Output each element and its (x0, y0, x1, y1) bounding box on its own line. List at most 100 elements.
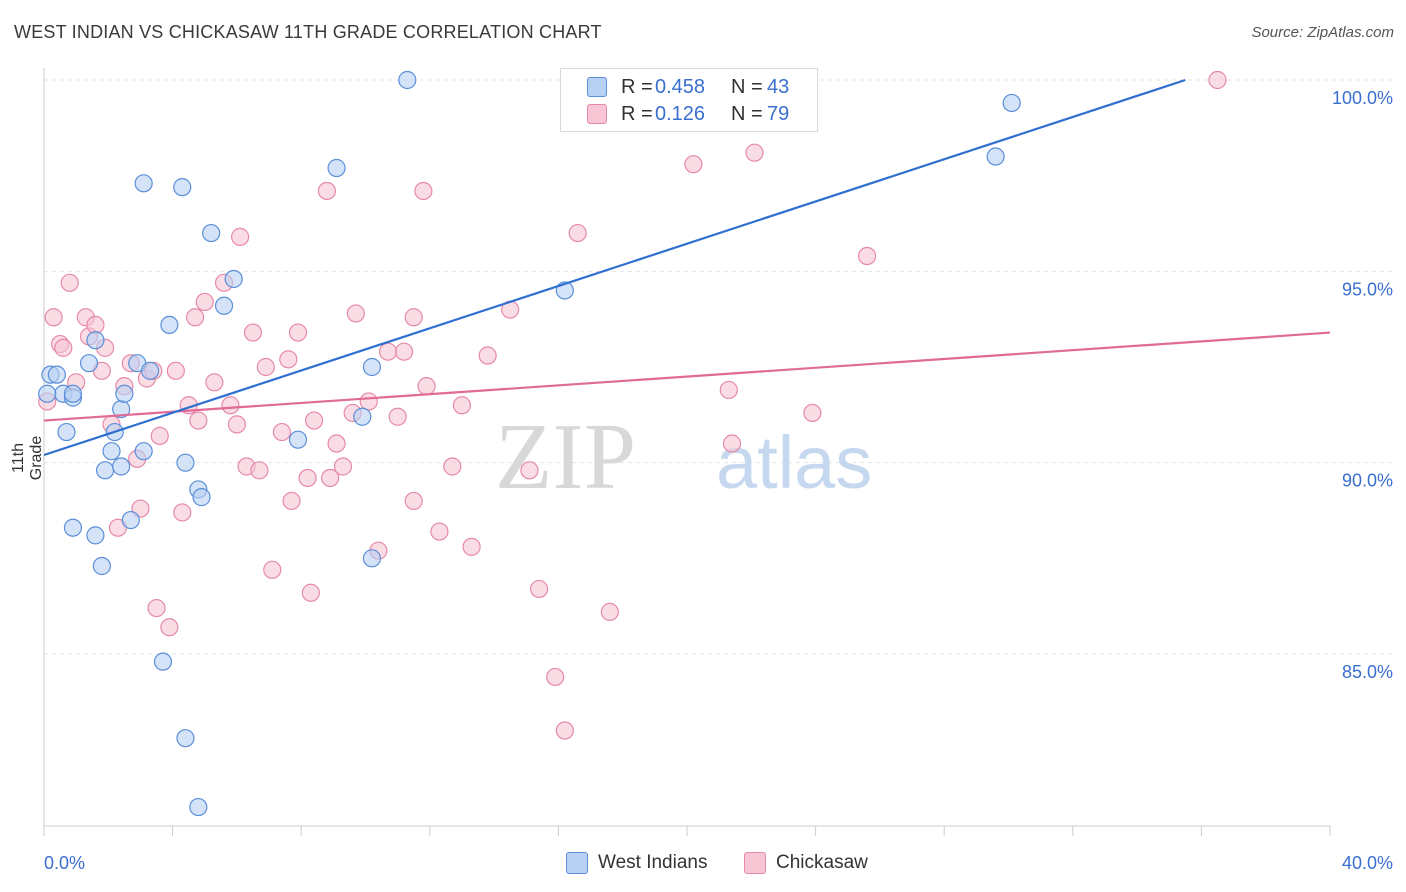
chickasaw-point (256, 357, 275, 377)
chickasaw-point (568, 223, 587, 243)
chickasaw-point (346, 304, 365, 323)
y-tick-label: 100.0% (1332, 88, 1393, 108)
chickasaw-point (520, 461, 539, 480)
chickasaw-point (745, 143, 764, 162)
chickasaw-point (857, 246, 877, 266)
y-axis-label: 11th Grade (10, 435, 45, 481)
watermark-zip: ZIP (495, 405, 636, 509)
west-indians-point (176, 453, 195, 472)
legend-item-chickasaw: Chickasaw (744, 852, 868, 874)
chickasaw-point (430, 522, 449, 541)
chickasaw-point (227, 415, 246, 434)
west-indians-point (202, 223, 221, 243)
west-indians-trendline (43, 78, 1186, 457)
west-indians-point (327, 158, 346, 178)
n-value: 79 (767, 102, 790, 125)
source-label: Source: ZipAtlas.com (1251, 24, 1394, 41)
chickasaw-point (301, 583, 320, 602)
west-indians-point (353, 407, 372, 426)
chickasaw-point (359, 392, 378, 411)
west-indians-point (288, 430, 308, 449)
west-indians-point (86, 331, 105, 350)
chickasaw-point (150, 426, 169, 445)
chickasaw-point (243, 323, 263, 342)
chickasaw-point (404, 308, 423, 327)
chickasaw-point (166, 361, 185, 380)
chickasaw-point (60, 273, 79, 292)
chickasaw-point (250, 461, 269, 480)
chickasaw-point (722, 434, 742, 453)
chickasaw-point (44, 308, 63, 327)
chickasaw-point (417, 377, 436, 396)
west-indians-point (79, 354, 99, 373)
west-indians-point (57, 422, 76, 442)
west-indians-point (192, 488, 211, 507)
legend-item-west-indians: West Indians (566, 852, 707, 874)
west-indians-point (86, 526, 105, 545)
r-label: R = (621, 102, 653, 125)
r-value: 0.458 (655, 75, 706, 98)
x-tick-label: 40.0% (1342, 853, 1393, 873)
west-indians-point (112, 457, 131, 476)
chickasaw-point (272, 422, 292, 442)
west-indians-point (214, 296, 234, 315)
west-indians-legend-swatch (566, 852, 588, 874)
stats-legend: R = 0.458 N = 43 R = 0.126 N = 79 (560, 68, 818, 132)
chickasaw-point (205, 373, 224, 392)
chickasaw-point (394, 342, 414, 361)
west-indians-point (140, 361, 160, 380)
chickasaw-point (317, 181, 337, 201)
chickasaw-point (282, 491, 301, 511)
chickasaw-point (298, 468, 317, 488)
chickasaw-point (719, 380, 738, 400)
r-value: 0.126 (655, 102, 706, 125)
west-indians-point (153, 652, 173, 671)
chickasaw-point (555, 721, 574, 740)
y-tick-label: 90.0% (1342, 471, 1393, 491)
chickasaw-point (304, 411, 324, 430)
west-indians-point (160, 315, 179, 335)
chickasaw-swatch (587, 104, 607, 124)
chickasaw-point (195, 292, 214, 312)
west-indians-point (134, 174, 153, 193)
chickasaw-point (600, 602, 619, 622)
chickasaw-point (263, 560, 282, 579)
chickasaw-point (321, 468, 340, 488)
chickasaw-point (530, 579, 549, 599)
chickasaw-point (684, 155, 703, 174)
chickasaw-point (414, 181, 433, 201)
chickasaw-point (279, 350, 298, 369)
chickasaw-trendline (43, 331, 1331, 422)
west-indians-point (173, 178, 192, 197)
chickasaw-point (288, 323, 308, 342)
west-indians-point (398, 70, 417, 90)
chickasaw-point (443, 457, 462, 476)
n-label: N = (731, 75, 763, 98)
chickasaw-point (231, 227, 250, 246)
chickasaw-point (452, 396, 472, 415)
x-tick-label: 0.0% (44, 853, 85, 873)
y-tick-label: 85.0% (1342, 662, 1393, 682)
west-indians-point (47, 365, 66, 384)
stats-row-west-indians: R = 0.458 N = 43 (587, 75, 789, 99)
chickasaw-point (189, 411, 208, 430)
west-indians-point (115, 384, 134, 403)
west-indians-point (95, 461, 115, 480)
chickasaw-point (86, 315, 105, 335)
r-label: R = (621, 75, 653, 98)
chickasaw-point (327, 434, 346, 453)
west-indians-point (1002, 93, 1021, 113)
watermark-atlas: atlas (716, 421, 872, 504)
n-value: 43 (767, 75, 790, 98)
chickasaw-point (186, 308, 205, 327)
west-indians-point (134, 442, 153, 461)
west-indians-point (102, 442, 121, 461)
chickasaw-legend-swatch (744, 852, 766, 874)
west-indians-point (189, 797, 208, 817)
chickasaw-point (478, 346, 497, 365)
west-indians-point (92, 556, 111, 576)
series-legend: West Indians Chickasaw (0, 852, 1406, 878)
west-indians-point (63, 384, 83, 403)
west-indians-point (986, 147, 1005, 166)
